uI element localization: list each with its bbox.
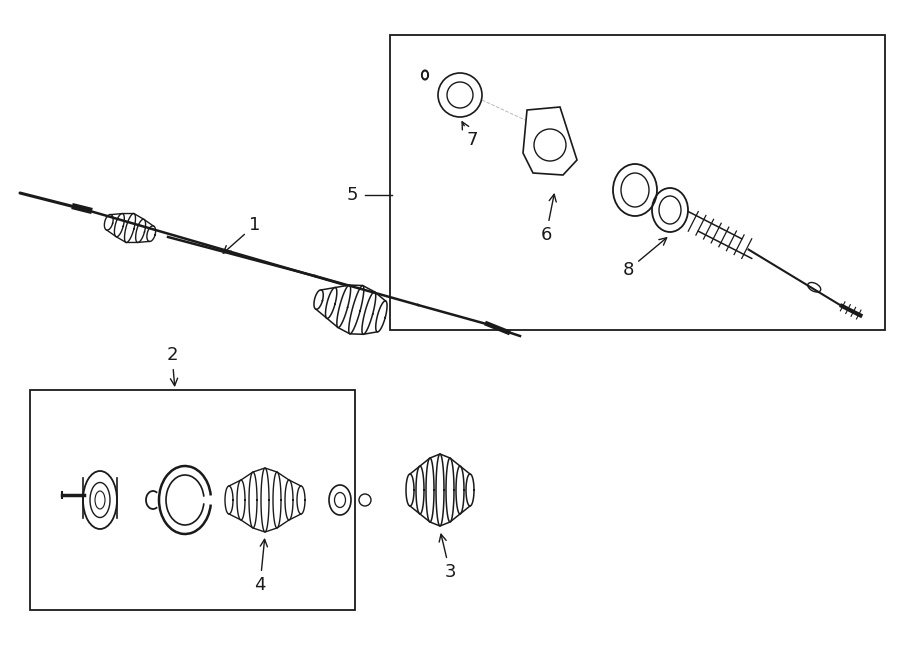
Text: 1: 1 (223, 216, 261, 253)
Bar (390, 35, 885, 330)
Text: 4: 4 (254, 539, 267, 594)
Text: 7: 7 (462, 122, 478, 149)
Polygon shape (523, 107, 577, 175)
Text: 6: 6 (540, 194, 556, 244)
Text: 8: 8 (622, 238, 667, 279)
Text: 3: 3 (439, 534, 455, 581)
Text: 2: 2 (166, 346, 178, 385)
Bar (30, 390, 355, 610)
Text: 5: 5 (346, 186, 358, 204)
